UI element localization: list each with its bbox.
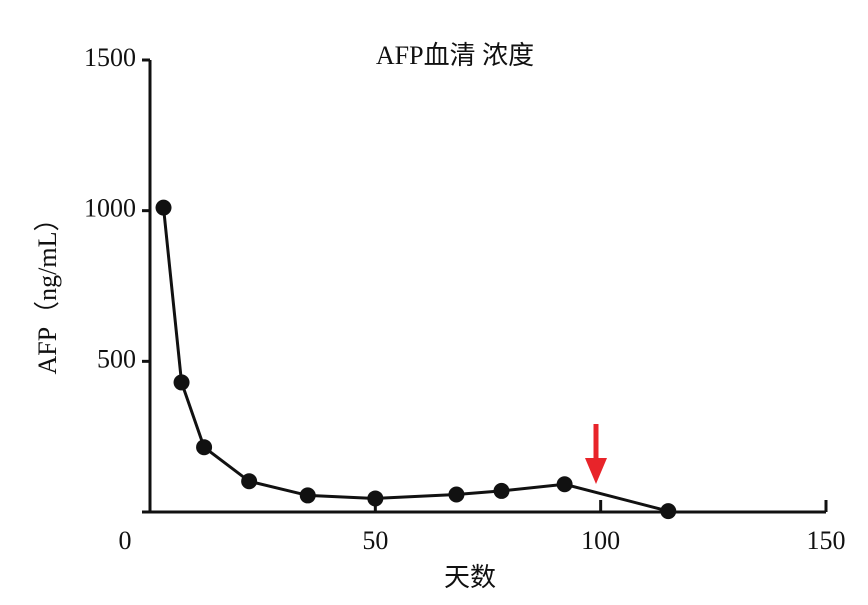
y-axis-label: AFP（ng/mL）: [33, 205, 62, 374]
x-tick-label: 100: [581, 526, 620, 555]
x-tick-label: 50: [362, 526, 388, 555]
point: [155, 199, 172, 216]
point: [493, 482, 510, 499]
point: [196, 439, 213, 456]
y-tick-label: 1000: [84, 194, 136, 223]
y-tick-label: 1500: [84, 43, 136, 72]
y-tick-label: 500: [97, 344, 136, 373]
point: [299, 487, 316, 504]
point: [448, 486, 465, 503]
point: [556, 476, 573, 493]
arrow: [585, 424, 607, 484]
x-axis-label: 天数: [444, 563, 496, 592]
point: [241, 473, 258, 490]
x-tick-label: 0: [119, 526, 132, 555]
chart-title: AFP血清 浓度: [376, 41, 534, 70]
x-tick-label: 150: [807, 526, 846, 555]
point: [660, 503, 677, 520]
line: [162, 207, 669, 513]
point: [367, 490, 384, 507]
point: [173, 374, 190, 391]
